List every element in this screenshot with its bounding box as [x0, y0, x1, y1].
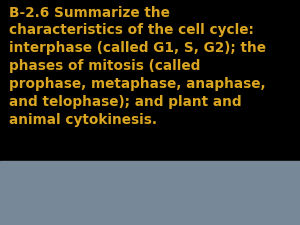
Text: B-2.6 Summarize the
characteristics of the cell cycle:
interphase (called G1, S,: B-2.6 Summarize the characteristics of t…	[9, 6, 266, 127]
Bar	[0, 0, 300, 161]
Bar	[0, 161, 300, 225]
